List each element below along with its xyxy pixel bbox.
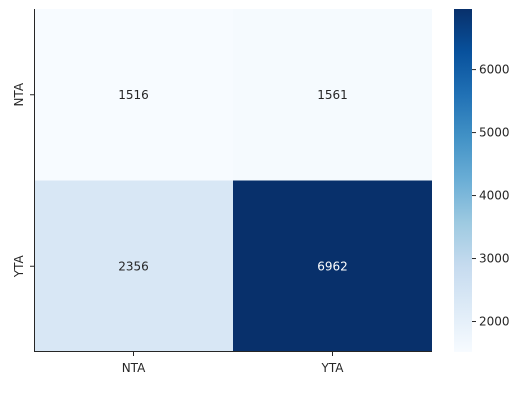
colorbar-tick-label: 4000 <box>479 189 510 203</box>
colorbar-ticks: 2000 3000 4000 5000 6000 <box>472 63 510 329</box>
heatmap-cell-yta-yta <box>233 180 432 352</box>
colorbar-tick-label: 6000 <box>479 63 510 77</box>
heatmap-cell-nta-yta <box>233 9 432 181</box>
colorbar <box>454 9 472 352</box>
heatmap-cell-nta-nta <box>34 9 233 181</box>
cell-value-label: 6962 <box>317 259 348 273</box>
x-tick-label: NTA <box>122 361 146 375</box>
y-axis-ticks: NTA YTA <box>12 82 34 278</box>
colorbar-tick-label: 2000 <box>479 315 510 329</box>
x-tick-label: YTA <box>321 361 345 375</box>
colorbar-tick-label: 3000 <box>479 252 510 266</box>
y-tick-label: YTA <box>12 254 26 278</box>
cell-value-label: 1561 <box>317 88 348 102</box>
heatmap-cell-yta-nta <box>34 180 233 352</box>
cell-value-label: 2356 <box>118 259 149 273</box>
colorbar-tick-label: 5000 <box>479 126 510 140</box>
x-axis-ticks: NTA YTA <box>122 352 345 375</box>
heatmap-cells <box>34 9 432 352</box>
heatmap-cell-labels: 1516 1561 2356 6962 <box>118 88 348 274</box>
y-tick-label: NTA <box>12 82 26 106</box>
cell-value-label: 1516 <box>118 88 149 102</box>
